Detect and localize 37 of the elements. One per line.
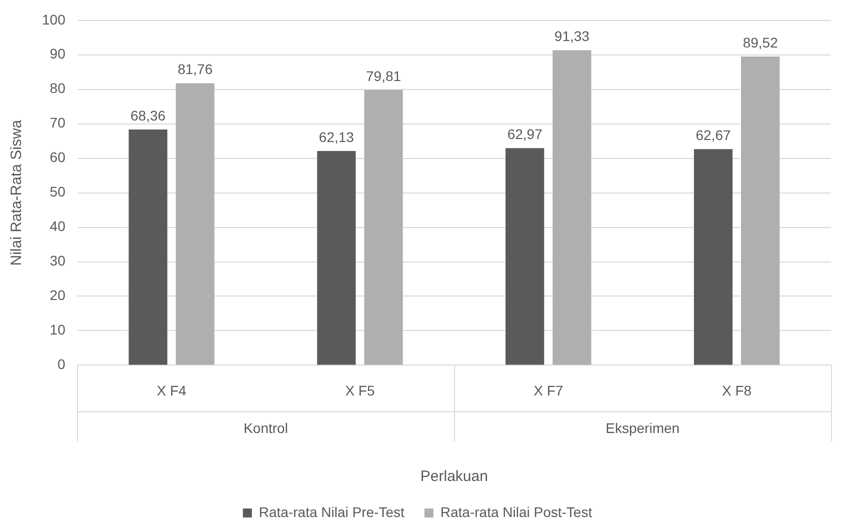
bar	[741, 56, 780, 365]
bar	[694, 149, 733, 365]
legend-label: Rata-rata Nilai Post-Test	[440, 504, 592, 520]
data-label: 81,76	[178, 61, 213, 78]
y-tick-label: 20	[50, 287, 66, 304]
x-tick-label: X F7	[534, 382, 564, 398]
data-label: 68,36	[130, 107, 166, 124]
data-label: 89,52	[742, 34, 778, 50]
text: Eksperimen	[606, 420, 680, 436]
bar	[317, 150, 356, 365]
text: Kontrol	[244, 420, 288, 436]
data-label: 62,67	[696, 126, 731, 143]
y-tick-label: 50	[50, 184, 66, 200]
y-tick-label: 0	[58, 356, 66, 372]
y-tick-label: 100	[42, 11, 66, 28]
x-tick-label: X F4	[156, 382, 187, 398]
y-tick-label: 40	[50, 218, 66, 234]
bar	[176, 83, 214, 365]
y-tick-label: 30	[50, 252, 66, 269]
x-tick-label: X F5	[345, 382, 375, 398]
x-axis-title: Perlakuan	[420, 468, 488, 486]
y-tick-label: 70	[50, 114, 66, 131]
bar	[506, 148, 544, 365]
bar	[552, 50, 592, 365]
data-label: 62,13	[318, 128, 354, 145]
y-tick-label: 90	[50, 46, 66, 62]
y-axis-title: Nilai Rata-Rata Siswa	[8, 119, 26, 266]
bar	[364, 90, 403, 365]
y-tick-label: 80	[50, 80, 66, 96]
y-tick-label: 10	[50, 322, 66, 338]
x-tick-label: X F8	[722, 382, 752, 398]
data-label: 91,33	[554, 28, 590, 44]
bar	[128, 129, 168, 365]
data-label: 62,97	[507, 126, 543, 142]
legend-label: Rata-rata Nilai Pre-Test	[258, 504, 404, 520]
y-tick-label: 60	[50, 149, 66, 166]
data-label: 79,81	[366, 68, 402, 84]
